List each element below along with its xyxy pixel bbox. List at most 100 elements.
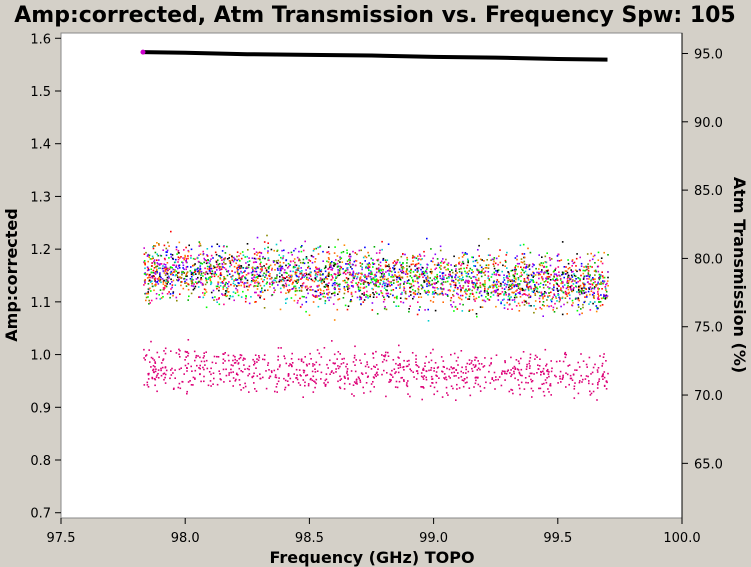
amp-point (603, 293, 605, 296)
amp-point (541, 276, 543, 278)
amp-point (390, 281, 392, 284)
amp-point (170, 350, 172, 352)
amp-point (533, 275, 535, 277)
amp-point (180, 284, 182, 287)
amp-point (155, 283, 157, 285)
amp-point (412, 292, 415, 295)
amp-point (243, 286, 246, 288)
amp-point (442, 360, 445, 362)
amp-point (340, 378, 343, 380)
amp-point (447, 268, 449, 270)
amp-point (426, 291, 429, 293)
amp-point (495, 285, 497, 287)
amp-point (165, 280, 167, 282)
amp-point (194, 269, 196, 271)
amp-point (475, 297, 478, 300)
amp-point (154, 370, 157, 373)
amp-point (143, 247, 145, 249)
amp-point (496, 271, 499, 273)
amp-point (224, 257, 226, 259)
amp-point (545, 266, 548, 268)
amp-point (170, 256, 173, 258)
amp-point (144, 273, 147, 275)
amp-point (255, 367, 257, 369)
amp-point (220, 274, 222, 277)
amp-point (534, 288, 537, 290)
amp-point (175, 296, 178, 299)
amp-point (498, 281, 500, 283)
amp-point (376, 313, 379, 315)
amp-point (370, 272, 373, 274)
amp-point (479, 286, 481, 288)
amp-point (155, 297, 158, 300)
amp-point (488, 370, 490, 373)
amp-point (533, 373, 535, 375)
amp-point (469, 288, 471, 291)
amp-point (162, 288, 165, 291)
amp-point (269, 273, 271, 275)
amp-point (509, 285, 511, 287)
amp-point (459, 278, 461, 280)
amp-point (247, 374, 249, 377)
amp-point (371, 281, 374, 283)
amp-point (168, 268, 171, 270)
amp-point (337, 260, 340, 262)
amp-point (343, 286, 346, 288)
amp-point (203, 355, 205, 357)
amp-point (338, 298, 341, 300)
amp-point (311, 370, 314, 373)
amp-point (554, 269, 556, 271)
amp-point (222, 279, 225, 281)
amp-point (399, 278, 401, 280)
amp-point (467, 370, 470, 373)
amp-point (602, 356, 605, 358)
amp-point (554, 267, 557, 270)
amp-point (324, 286, 327, 288)
amp-point (531, 290, 534, 293)
amp-point (414, 265, 417, 267)
amp-point (425, 268, 428, 271)
amp-point (309, 260, 312, 262)
amp-point (510, 283, 513, 286)
amp-point (343, 292, 346, 295)
amp-point (525, 284, 528, 287)
amp-point (285, 292, 287, 294)
amp-point (408, 295, 410, 298)
amp-point (538, 387, 540, 390)
amp-point (603, 371, 606, 373)
amp-point (483, 365, 486, 367)
amp-point (574, 369, 576, 371)
amp-point (235, 279, 237, 281)
amp-point (432, 348, 434, 351)
amp-point (317, 305, 320, 308)
amp-point (336, 255, 339, 257)
amp-point (162, 296, 164, 298)
amp-point (405, 298, 408, 300)
amp-point (185, 275, 187, 277)
amp-point (450, 366, 452, 368)
amp-point (414, 293, 417, 296)
amp-point (374, 366, 376, 368)
amp-point (220, 266, 222, 268)
amp-point (158, 264, 161, 266)
amp-point (331, 293, 333, 295)
amp-point (465, 372, 467, 374)
amp-point (184, 282, 186, 284)
amp-point (275, 281, 278, 283)
amp-point (587, 281, 589, 283)
amp-point (328, 253, 331, 255)
amp-point (326, 275, 328, 277)
amp-point (333, 252, 336, 254)
amp-point (558, 260, 561, 262)
amp-point (268, 377, 270, 379)
amp-point (200, 281, 202, 284)
amp-point (496, 269, 499, 272)
amp-point (315, 290, 318, 293)
amp-point (160, 362, 163, 364)
amp-point (362, 279, 365, 282)
amp-point (546, 304, 549, 307)
amp-point (222, 353, 224, 355)
amp-point (335, 276, 337, 278)
amp-point (272, 261, 275, 263)
amp-point (559, 279, 562, 281)
